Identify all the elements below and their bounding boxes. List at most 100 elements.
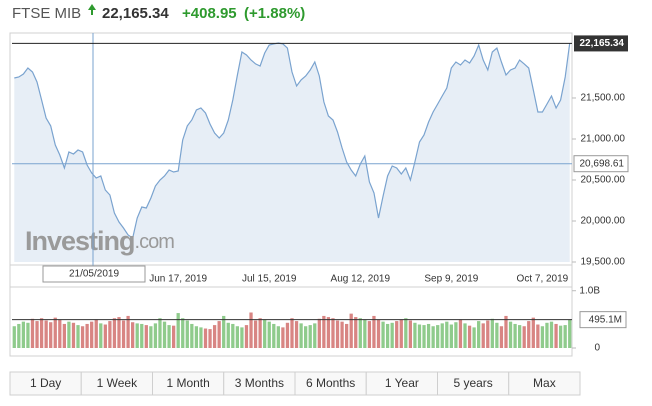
volume-bar xyxy=(158,318,162,348)
y-tick-label: 20,000.00 xyxy=(581,216,626,227)
volume-bar xyxy=(117,317,121,348)
volume-bar xyxy=(304,326,308,348)
y-tick-label: 21,500.00 xyxy=(581,93,626,104)
volume-bar xyxy=(454,322,458,348)
volume-bar xyxy=(194,326,199,348)
volume-bar xyxy=(222,315,226,348)
range-button-box[interactable] xyxy=(508,371,581,396)
volume-bar xyxy=(322,315,326,348)
volume-bar xyxy=(263,319,267,348)
crosshair-x-box xyxy=(42,265,146,283)
range-button-label[interactable]: 3 Months xyxy=(235,376,284,390)
volume-bar xyxy=(563,325,567,348)
volume-bar xyxy=(335,320,340,348)
volume-bar xyxy=(317,318,321,348)
range-button[interactable]: Max xyxy=(508,371,581,396)
area-fill xyxy=(14,43,570,262)
volume-bar xyxy=(71,322,76,348)
x-tick-label: Aug 12, 2019 xyxy=(331,274,391,285)
volume-bar xyxy=(199,327,203,348)
price-line xyxy=(14,42,571,239)
range-buttons: 1 Day 1 Week 1 Month 3 Months 6 Months 1 Year… xyxy=(9,371,581,396)
range-button-label[interactable]: 1 Month xyxy=(166,376,209,390)
volume-bar xyxy=(481,323,485,348)
range-button-label[interactable]: Max xyxy=(533,376,556,390)
volume-bar xyxy=(326,317,331,348)
volume-bar xyxy=(208,329,212,348)
volume-bar xyxy=(290,318,294,348)
volume-bar xyxy=(44,320,48,348)
range-button[interactable]: 3 Months xyxy=(223,371,296,396)
range-button[interactable]: 1 Year xyxy=(365,371,438,396)
volume-bar xyxy=(108,321,112,348)
volume-bar xyxy=(90,321,94,348)
volume-bar xyxy=(436,325,440,348)
volume-bar xyxy=(399,319,403,348)
range-button[interactable]: 1 Week xyxy=(80,371,153,396)
watermark: Investing.com xyxy=(25,226,174,256)
volume-bar xyxy=(258,318,262,348)
volume-bar xyxy=(422,325,426,348)
volume-bar xyxy=(372,315,376,348)
volume-bar xyxy=(549,321,554,348)
volume-bar xyxy=(131,322,135,348)
volume-bar xyxy=(495,322,499,348)
range-button-label[interactable]: 1 Day xyxy=(30,376,61,390)
index-name: FTSE MIB xyxy=(12,5,81,22)
watermark-suffix: .com xyxy=(135,231,175,253)
volume-bar xyxy=(463,323,467,348)
volume-bar xyxy=(417,324,422,348)
crosshair-x-label: 21/05/2019 xyxy=(69,269,119,280)
volume-bar xyxy=(404,318,408,348)
volume-bar xyxy=(112,318,117,348)
volume-bar xyxy=(558,325,563,348)
volume-bar xyxy=(504,315,508,348)
range-button[interactable]: 1 Month xyxy=(152,371,225,396)
volume-bar xyxy=(167,325,171,348)
volume-bar xyxy=(376,319,381,348)
volume-bar xyxy=(477,321,481,348)
volume-bar xyxy=(171,325,176,348)
x-tick-label: Jun 17, 2019 xyxy=(149,274,207,285)
volume-bar xyxy=(140,323,144,348)
range-button-label[interactable]: 6 Months xyxy=(306,376,355,390)
volume-bar xyxy=(431,326,435,348)
volume-bar xyxy=(308,325,312,348)
volume-bar xyxy=(381,321,385,348)
volume-bar xyxy=(121,320,126,348)
last-price: 22,165.34 xyxy=(102,5,169,22)
volume-bar xyxy=(244,325,249,348)
range-button-label[interactable]: 1 Year xyxy=(385,376,419,390)
range-button[interactable]: 6 Months xyxy=(294,371,367,396)
volume-bar xyxy=(445,321,449,348)
volume-bar xyxy=(58,319,62,348)
volume-bar xyxy=(103,324,107,348)
volume-bar xyxy=(527,321,531,348)
volume-bar xyxy=(12,326,16,348)
volume-bar xyxy=(513,323,517,348)
volume-bar xyxy=(272,323,276,348)
volume-bar xyxy=(76,325,80,348)
volume-bar xyxy=(490,318,494,348)
volume-bar xyxy=(240,327,244,348)
volume-bar xyxy=(176,313,180,348)
volume-bar xyxy=(49,322,53,348)
volume-bar xyxy=(499,326,504,348)
volume-bar xyxy=(94,319,98,348)
range-button[interactable]: 5 years xyxy=(437,371,510,396)
watermark-name: Investing xyxy=(25,226,135,256)
range-button-label[interactable]: 5 years xyxy=(453,376,492,390)
plot-area xyxy=(12,42,572,348)
range-button-label[interactable]: 1 Week xyxy=(97,376,138,390)
change: +408.95 xyxy=(182,5,237,22)
volume-bar xyxy=(285,322,290,348)
volume-bar xyxy=(440,323,444,348)
range-button[interactable]: 1 Day xyxy=(9,371,82,396)
volume-bar xyxy=(62,323,66,348)
volume-bar xyxy=(99,323,103,348)
up-arrow xyxy=(88,4,96,10)
crosshair-y-label: 20,698.61 xyxy=(580,158,625,169)
volume-bar xyxy=(408,320,413,348)
volume-bar xyxy=(331,318,335,348)
